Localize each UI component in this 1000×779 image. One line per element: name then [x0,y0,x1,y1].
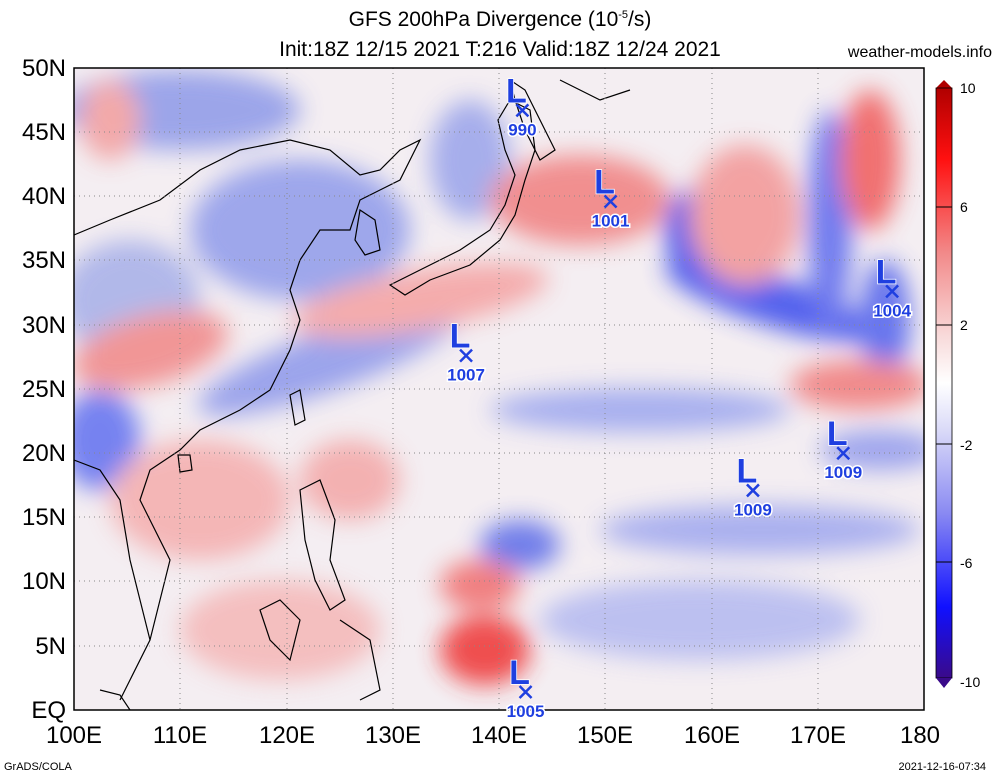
lon-label: 150E [577,722,633,749]
colorbar-label: -10 [960,674,980,690]
low-pressure-value: 990 [508,120,536,139]
low-symbol: L [594,164,615,202]
lat-label: 15N [22,504,66,531]
map-subtitle: Init:18Z 12/15 2021 T:216 Valid:18Z 12/2… [279,38,721,61]
low-symbol: L [827,415,848,453]
lat-label: 40N [22,183,66,210]
lon-label: 170E [790,722,846,749]
colorbar-labels: 10 6 2 -2 -6 -10 [960,80,980,690]
low-pressure-marker: L 1009 [823,414,864,483]
colorbar-top-arrow [936,80,952,88]
low-pressure-marker: L 1005 [505,653,546,722]
low-pressure-marker: L 1001 [590,163,631,232]
lon-label: 130E [365,722,421,749]
low-symbol: L [509,654,530,692]
lat-label: 30N [22,312,66,339]
low-pressure-marker: L 990 [505,72,538,141]
lat-label: 25N [22,376,66,403]
colorbar-label: -2 [960,437,973,453]
divergence-field [74,68,924,710]
longitude-labels: 100E 110E 120E 130E 140E 150E 160E 170E … [46,722,940,749]
low-symbol: L [737,452,758,490]
colorbar-label: -6 [960,555,973,571]
low-pressure-value: 1007 [447,366,485,385]
low-pressure-value: 1005 [507,702,545,721]
low-center-mark [518,685,533,699]
lat-label: EQ [31,697,66,724]
lat-label: 45N [22,119,66,146]
footer-credit: GrADS/COLA [4,761,72,773]
lat-label: 20N [22,440,66,467]
lat-label: 35N [22,247,66,274]
footer-timestamp: 2021-12-16-07:34 [898,761,986,773]
lat-label: 5N [35,633,66,660]
lon-label: 120E [259,722,315,749]
low-pressure-value: 1009 [824,463,862,482]
colorbar-label: 10 [960,80,976,96]
colorbar-label: 6 [960,199,968,215]
low-pressure-markers: L 990 L 1001 L 1007 L 1004 L 1009 L 1009 L 1005 [446,72,913,723]
colorbar: 10 6 2 -2 -6 -10 [935,80,980,690]
low-pressure-value: 1009 [734,500,772,519]
low-center-mark [885,284,900,299]
low-center-mark [459,348,473,363]
low-pressure-value: 1001 [592,212,630,231]
lat-label: 50N [22,55,66,82]
low-center-mark [515,103,530,118]
low-pressure-value: 1004 [873,301,911,320]
colorbar-gradient [935,87,953,679]
low-pressure-marker: L 1004 [872,253,913,322]
map-title: GFS 200hPa Divergence (10-5/s) [348,8,652,31]
low-symbol: L [876,253,897,291]
low-center-mark [603,194,618,209]
low-pressure-marker: L 1007 [446,317,487,386]
lon-label: 180 [900,722,940,749]
low-pressure-marker: L 1009 [733,452,774,521]
gridlines [74,68,924,710]
lon-label: 140E [471,722,527,749]
colorbar-bottom-arrow [936,678,952,688]
low-center-mark [836,446,851,461]
lon-label: 100E [46,722,102,749]
lat-label: 10N [22,568,66,595]
coastlines [74,78,631,710]
latitude-labels: 50N 45N 40N 35N 30N 25N 20N 15N 10N 5N E… [22,55,66,724]
low-center-mark [746,483,760,498]
low-symbol: L [506,72,527,110]
lon-label: 110E [153,722,207,749]
site-credit: weather-models.info [847,44,992,61]
lon-label: 160E [684,722,740,749]
map-frame [73,67,925,711]
colorbar-label: 2 [960,317,968,333]
low-symbol: L [450,318,471,356]
